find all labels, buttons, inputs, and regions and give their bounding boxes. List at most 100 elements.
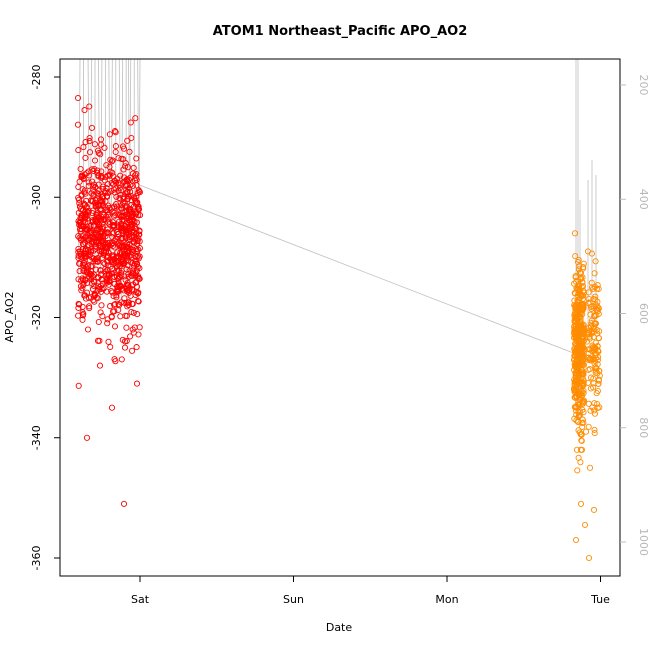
data-point	[91, 298, 98, 305]
data-point	[78, 192, 85, 199]
data-point	[107, 156, 114, 163]
data-point	[119, 143, 127, 150]
data-point	[596, 372, 603, 379]
data-point	[585, 295, 592, 302]
data-point	[79, 186, 86, 193]
data-point	[118, 224, 125, 231]
data-point	[118, 202, 126, 209]
data-point	[591, 357, 598, 364]
data-point	[134, 290, 142, 297]
data-point	[577, 408, 584, 415]
data-point	[75, 300, 82, 307]
data-point	[572, 309, 579, 316]
data-point	[585, 300, 592, 307]
data-point	[125, 271, 132, 278]
data-point	[98, 141, 105, 148]
data-point	[573, 446, 581, 453]
data-point	[120, 500, 128, 507]
data-point	[104, 266, 111, 273]
data-point	[576, 412, 583, 419]
data-point	[92, 245, 99, 252]
data-point	[76, 301, 83, 308]
data-point	[133, 289, 140, 296]
data-point	[88, 198, 96, 205]
x-axis-label: Date	[326, 621, 353, 634]
data-point	[133, 267, 140, 274]
data-point	[125, 273, 132, 280]
data-point	[118, 155, 125, 162]
data-point	[128, 134, 135, 142]
data-point	[574, 467, 581, 474]
data-point	[105, 190, 112, 197]
data-point	[134, 237, 141, 244]
data-point	[108, 180, 115, 187]
data-point	[89, 178, 96, 185]
data-point	[105, 262, 112, 269]
data-point	[104, 320, 111, 327]
data-point	[95, 190, 102, 197]
y2-tick-label: 400	[637, 189, 650, 210]
data-point	[124, 188, 131, 195]
data-point	[588, 284, 596, 291]
data-point	[577, 500, 585, 507]
data-point	[124, 303, 131, 310]
data-point	[114, 285, 121, 292]
data-point	[80, 281, 87, 289]
data-point	[102, 249, 109, 256]
data-point	[578, 431, 585, 438]
data-point	[118, 235, 125, 243]
data-point	[115, 288, 122, 295]
data-point	[577, 459, 584, 466]
data-point	[134, 252, 141, 259]
data-point	[573, 377, 580, 384]
data-point	[128, 197, 135, 204]
data-point	[127, 188, 134, 195]
data-point	[118, 243, 125, 250]
data-point	[83, 227, 90, 234]
data-point	[594, 342, 601, 350]
data-point	[112, 148, 119, 156]
data-point	[585, 423, 592, 430]
data-point	[577, 446, 584, 453]
data-point	[123, 176, 131, 183]
data-point	[133, 155, 140, 162]
data-point	[582, 428, 590, 435]
data-point	[100, 259, 107, 266]
data-point	[136, 231, 143, 238]
data-point	[586, 333, 593, 340]
data-point	[80, 310, 87, 317]
data-point	[594, 356, 601, 364]
data-point	[123, 324, 130, 331]
data-point	[590, 506, 598, 513]
data-point	[575, 353, 582, 361]
data-point	[126, 148, 133, 155]
data-point	[122, 254, 130, 261]
data-point	[124, 137, 131, 144]
y2-tick-label: 800	[637, 417, 650, 438]
data-point	[93, 235, 100, 242]
data-point	[571, 346, 578, 354]
data-point	[134, 240, 141, 247]
data-point	[111, 237, 118, 244]
data-point	[108, 158, 115, 165]
data-point	[575, 282, 582, 289]
data-point	[111, 323, 119, 330]
data-point	[128, 272, 135, 279]
x-tick-label: Sun	[283, 593, 304, 606]
data-point	[75, 276, 82, 283]
data-point	[103, 288, 110, 295]
data-point	[596, 328, 603, 335]
data-point	[121, 209, 128, 216]
data-point	[584, 248, 592, 255]
data-point	[82, 154, 89, 161]
data-point	[96, 284, 103, 291]
data-point	[131, 262, 138, 269]
data-point	[590, 380, 597, 387]
data-point	[580, 287, 587, 294]
data-point	[577, 324, 584, 331]
data-point	[107, 303, 114, 310]
data-point	[98, 194, 106, 201]
y2-tick-label: 1000	[637, 528, 650, 556]
data-point	[133, 171, 140, 178]
data-point	[573, 335, 580, 342]
